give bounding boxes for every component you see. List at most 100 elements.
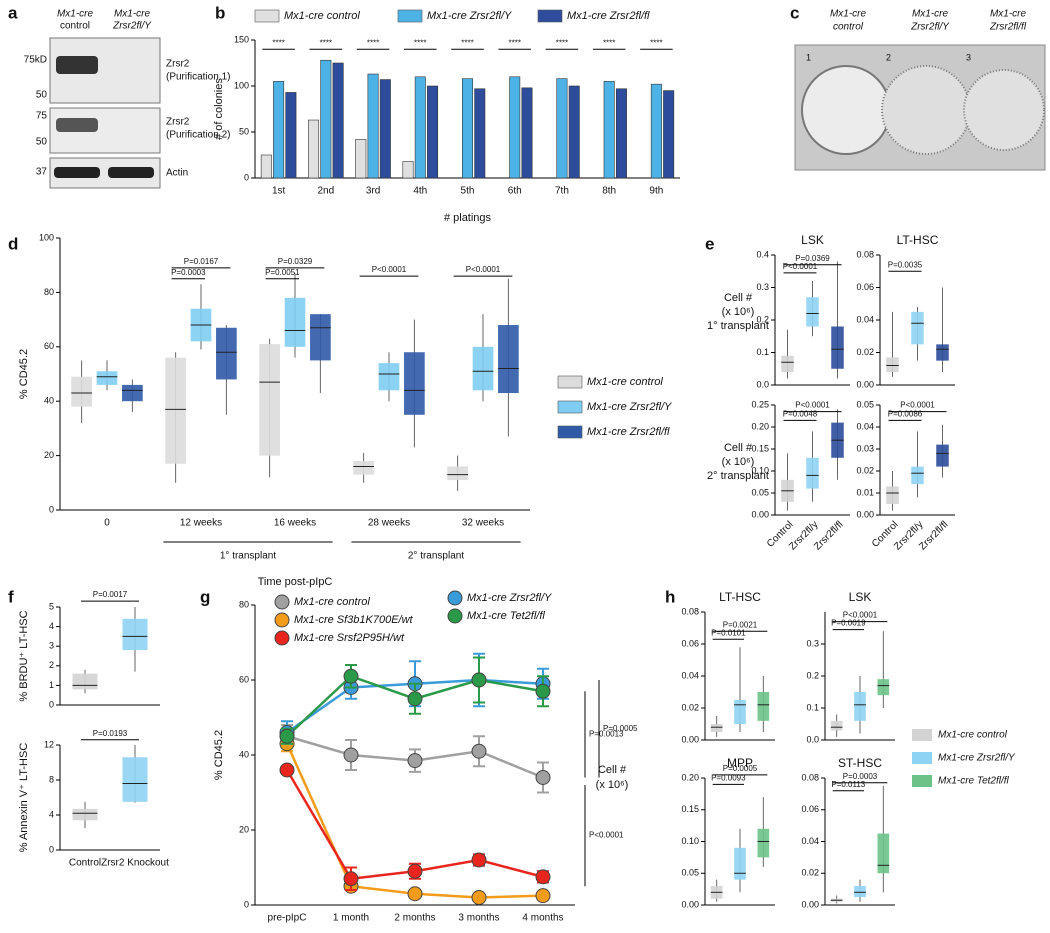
lane-label: Mx1-cre bbox=[114, 9, 151, 20]
stat-label: P=0.0193 bbox=[93, 729, 128, 738]
box bbox=[310, 314, 331, 361]
point bbox=[535, 683, 551, 699]
chart-title: ST-HSC bbox=[838, 756, 882, 770]
stat-label: **** bbox=[603, 38, 615, 47]
blot-band bbox=[56, 56, 98, 74]
bar bbox=[285, 92, 297, 179]
legend-label: Mx1-cre Zrsr2fl/Y bbox=[938, 753, 1016, 764]
stat-label: **** bbox=[414, 38, 426, 47]
group-label: 1° transplant bbox=[220, 551, 276, 562]
y-tick-label: 0.08 bbox=[681, 606, 699, 616]
x-tick-label: 9th bbox=[649, 186, 663, 197]
legend-label: Mx1-cre Zrsr2fl/Y bbox=[467, 592, 552, 604]
y-tick-label: 0.25 bbox=[751, 399, 769, 409]
y-axis-label: % BRDU⁺ LT-HSC bbox=[18, 610, 30, 701]
side-label: (x 10⁶) bbox=[596, 779, 629, 791]
y-tick-label: 20 bbox=[44, 450, 54, 460]
bar bbox=[650, 83, 662, 179]
y-tick-label: 0.04 bbox=[856, 314, 874, 324]
x-tick-label: 6th bbox=[508, 186, 522, 197]
x-tick-label: 28 weeks bbox=[368, 518, 410, 529]
x-tick-label: 8th bbox=[602, 186, 616, 197]
well-number: 1 bbox=[806, 52, 811, 62]
box bbox=[96, 371, 118, 385]
box bbox=[781, 355, 794, 372]
well bbox=[801, 65, 891, 155]
chart-title: MPP bbox=[727, 756, 753, 770]
y-tick-label: 4 bbox=[49, 621, 54, 631]
point bbox=[343, 668, 359, 684]
stat-label: P=0.0005 bbox=[723, 764, 758, 773]
point bbox=[471, 672, 487, 688]
bar bbox=[414, 76, 426, 179]
x-tick-label: pre-pIpC bbox=[268, 913, 307, 924]
box bbox=[757, 692, 770, 721]
box bbox=[831, 326, 844, 369]
bar bbox=[556, 78, 568, 179]
stat-label: P=0.0101 bbox=[711, 628, 746, 637]
y-tick-label: 0.01 bbox=[856, 487, 874, 497]
stat-label: P=0.0005 bbox=[603, 724, 638, 733]
panel-letter: d bbox=[8, 234, 18, 253]
box bbox=[72, 808, 98, 821]
panel-letter: c bbox=[790, 3, 799, 22]
box bbox=[71, 376, 92, 407]
y-tick-label: 80 bbox=[239, 599, 249, 609]
mw-marker: 75kD bbox=[24, 55, 47, 66]
legend-marker bbox=[274, 630, 290, 646]
y-tick-label: 40 bbox=[239, 749, 249, 759]
band-label: (Purification 1) bbox=[166, 72, 230, 83]
x-tick-label: 12 weeks bbox=[180, 518, 222, 529]
box bbox=[936, 344, 949, 361]
y-tick-label: 50 bbox=[239, 126, 249, 136]
box bbox=[806, 457, 819, 489]
well bbox=[881, 65, 971, 155]
point bbox=[535, 770, 551, 785]
y-tick-label: 60 bbox=[44, 341, 54, 351]
stat-label: **** bbox=[556, 38, 568, 47]
bar bbox=[615, 88, 627, 179]
y-tick-label: 20 bbox=[239, 824, 249, 834]
x-tick-label: 1st bbox=[272, 186, 286, 197]
x-tick-label: Control bbox=[69, 858, 101, 869]
blot-band bbox=[56, 118, 98, 132]
y-tick-label: 0.00 bbox=[751, 509, 769, 519]
bar bbox=[320, 59, 332, 179]
y-tick-label: 0.02 bbox=[801, 868, 819, 878]
box bbox=[122, 618, 148, 651]
legend-label: Mx1-cre control bbox=[294, 596, 370, 608]
legend-label: Mx1-cre Zrsr2fl/Y bbox=[587, 401, 672, 413]
bar bbox=[427, 85, 439, 179]
bar bbox=[379, 79, 391, 179]
chart-title: LSK bbox=[801, 233, 824, 247]
y-tick-label: 1 bbox=[49, 680, 54, 690]
point bbox=[535, 869, 551, 885]
y-tick-label: 0.00 bbox=[681, 899, 699, 909]
bar bbox=[663, 90, 675, 179]
y-axis-label: % Annexin V⁺ LT-HSC bbox=[18, 743, 30, 853]
legend-marker bbox=[447, 608, 463, 624]
legend-marker bbox=[537, 9, 563, 23]
y-tick-label: 0.1 bbox=[806, 702, 819, 712]
stat-label: **** bbox=[508, 38, 520, 47]
mw-marker: 37 bbox=[36, 167, 48, 178]
y-tick-label: 0.2 bbox=[756, 314, 769, 324]
legend-marker bbox=[254, 9, 280, 23]
x-tick-label: 3 months bbox=[458, 913, 499, 924]
band-label: Zrsr2 bbox=[166, 59, 190, 70]
band-label: Zrsr2 bbox=[166, 117, 190, 128]
point bbox=[407, 691, 423, 707]
y-tick-label: 0 bbox=[244, 172, 249, 182]
y-tick-label: 0.4 bbox=[756, 249, 769, 259]
bar bbox=[509, 76, 521, 179]
y-tick-label: 0.02 bbox=[856, 465, 874, 475]
stat-label: P<0.0001 bbox=[589, 831, 624, 840]
point bbox=[343, 747, 359, 763]
y-tick-label: 0.2 bbox=[806, 670, 819, 680]
box bbox=[911, 466, 924, 485]
stat-label: P<0.0001 bbox=[843, 611, 878, 620]
point bbox=[535, 888, 551, 904]
legend-label: Mx1-cre Zrsr2fl/Y bbox=[427, 10, 512, 22]
x-tick-label: 4th bbox=[413, 186, 427, 197]
